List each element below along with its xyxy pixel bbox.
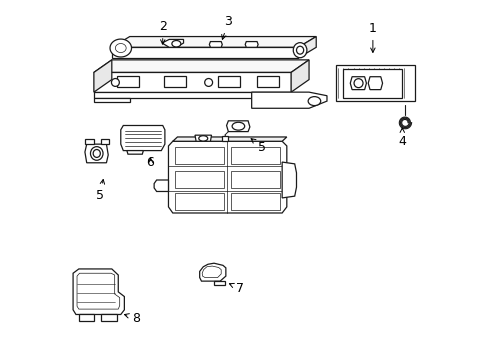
- FancyBboxPatch shape: [174, 193, 224, 211]
- Polygon shape: [195, 135, 211, 141]
- Ellipse shape: [296, 46, 303, 54]
- Polygon shape: [226, 121, 249, 132]
- Polygon shape: [94, 60, 112, 92]
- Polygon shape: [290, 60, 308, 92]
- FancyBboxPatch shape: [257, 76, 279, 87]
- Polygon shape: [298, 37, 316, 58]
- Ellipse shape: [93, 149, 100, 157]
- Polygon shape: [79, 315, 94, 320]
- Polygon shape: [154, 180, 168, 192]
- Polygon shape: [209, 41, 222, 47]
- FancyBboxPatch shape: [174, 171, 224, 188]
- Text: 4: 4: [398, 128, 406, 148]
- Polygon shape: [85, 144, 108, 163]
- Polygon shape: [112, 47, 298, 58]
- Polygon shape: [121, 126, 164, 150]
- Polygon shape: [251, 92, 326, 108]
- Polygon shape: [73, 269, 124, 315]
- Polygon shape: [168, 141, 286, 213]
- Ellipse shape: [171, 41, 181, 47]
- Ellipse shape: [204, 78, 212, 86]
- FancyBboxPatch shape: [163, 76, 185, 87]
- Ellipse shape: [198, 136, 207, 141]
- Polygon shape: [199, 263, 225, 281]
- Polygon shape: [367, 77, 382, 90]
- Polygon shape: [172, 137, 286, 141]
- Text: 2: 2: [159, 20, 166, 44]
- FancyBboxPatch shape: [217, 76, 239, 87]
- FancyBboxPatch shape: [230, 171, 280, 188]
- FancyBboxPatch shape: [230, 193, 280, 211]
- Polygon shape: [244, 41, 258, 47]
- Polygon shape: [112, 37, 316, 47]
- FancyBboxPatch shape: [222, 136, 228, 140]
- Ellipse shape: [353, 79, 362, 87]
- FancyBboxPatch shape: [85, 139, 94, 144]
- Polygon shape: [343, 69, 402, 98]
- Text: 1: 1: [368, 22, 376, 53]
- Text: 3: 3: [221, 15, 232, 39]
- Polygon shape: [162, 40, 183, 47]
- FancyBboxPatch shape: [101, 139, 109, 144]
- Text: 6: 6: [146, 156, 154, 169]
- Text: 8: 8: [124, 311, 140, 325]
- Polygon shape: [110, 39, 131, 57]
- Polygon shape: [115, 44, 126, 53]
- Ellipse shape: [90, 147, 103, 160]
- Ellipse shape: [111, 78, 119, 86]
- Text: 7: 7: [229, 282, 244, 295]
- Text: 5: 5: [96, 180, 104, 202]
- Ellipse shape: [307, 96, 320, 105]
- Ellipse shape: [293, 42, 306, 58]
- Polygon shape: [94, 72, 290, 92]
- Polygon shape: [349, 77, 366, 90]
- Polygon shape: [202, 266, 221, 278]
- Polygon shape: [94, 98, 129, 102]
- Ellipse shape: [232, 122, 244, 130]
- Polygon shape: [94, 60, 308, 72]
- FancyBboxPatch shape: [230, 147, 280, 164]
- Polygon shape: [77, 273, 120, 309]
- FancyBboxPatch shape: [117, 76, 139, 87]
- Polygon shape: [214, 281, 224, 285]
- Polygon shape: [282, 162, 296, 198]
- Text: 5: 5: [251, 139, 265, 153]
- FancyBboxPatch shape: [174, 147, 224, 164]
- Polygon shape: [101, 315, 117, 320]
- Polygon shape: [126, 150, 143, 154]
- Polygon shape: [335, 65, 414, 101]
- Polygon shape: [94, 92, 290, 98]
